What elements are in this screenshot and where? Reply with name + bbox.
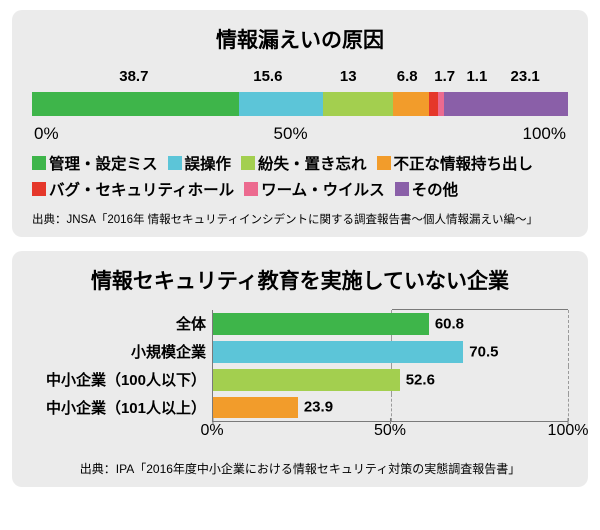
education-axis: 0%50%100%: [212, 422, 568, 450]
legend-swatch: [32, 182, 46, 196]
causes-segment: [323, 92, 393, 116]
education-bar-track: 70.5: [212, 338, 568, 366]
legend-label: その他: [412, 182, 459, 199]
legend-label: バグ・セキュリティホール: [49, 182, 234, 199]
education-bar-fill: [213, 397, 298, 418]
legend-swatch: [244, 182, 258, 196]
gridline: [568, 366, 569, 394]
education-category-label: 中小企業（101人以上）: [32, 397, 212, 418]
education-bar-fill: [213, 369, 400, 391]
education-bar-track: 60.8: [212, 310, 568, 338]
education-bar-row: 全体 60.8: [32, 310, 568, 338]
education-bar-track: 52.6: [212, 366, 568, 394]
gridline: [568, 338, 569, 366]
causes-source: 出典：JNSA「2016年 情報セキュリティインシデントに関する調査報告書～個人…: [32, 211, 568, 227]
legend-swatch: [377, 156, 391, 170]
education-bar-row: 中小企業（100人以下） 52.6: [32, 366, 568, 394]
education-bar-fill: [213, 313, 429, 335]
causes-panel: 情報漏えいの原因 38.7 15.6 13 6.8 1.7 1.1 23.1 0% 50% …: [12, 10, 588, 237]
axis-tick: 0%: [200, 422, 223, 440]
education-bar-row: 小規模企業 70.5: [32, 338, 568, 366]
education-bar-row: 中小企業（101人以上） 23.9: [32, 394, 568, 422]
causes-legend: 管理・設定ミス 誤操作 紛失・置き忘れ 不正な情報持ち出しバグ・セキュリティホール ワー…: [32, 152, 568, 205]
education-bar-value: 70.5: [469, 343, 498, 360]
education-chart: 全体 60.8 小規模企業 70.5 中小企業（100人以下） 52.6 中小企業（101人…: [32, 309, 568, 450]
education-bar-value: 60.8: [435, 315, 464, 332]
causes-axis: 0% 50% 100%: [32, 124, 568, 144]
causes-value-label: 1.1: [466, 68, 487, 85]
causes-segment: [444, 92, 568, 116]
education-category-label: 小規模企業: [32, 341, 212, 362]
legend-swatch: [168, 156, 182, 170]
causes-stacked-bar: [32, 92, 568, 116]
axis-tick: 50%: [374, 422, 406, 440]
education-bar-value: 23.9: [304, 399, 333, 416]
gridline: [391, 394, 392, 421]
axis-mid: 50%: [274, 124, 308, 144]
causes-segment: [429, 92, 438, 116]
legend-label: 紛失・置き忘れ: [258, 156, 367, 173]
legend-item: 誤操作: [168, 152, 232, 178]
gridline: [568, 310, 569, 338]
causes-segment: [239, 92, 323, 116]
education-bar-value: 52.6: [406, 371, 435, 388]
education-panel: 情報セキュリティ教育を実施していない企業 全体 60.8 小規模企業 70.5 中小企業…: [12, 251, 588, 487]
axis-min: 0%: [34, 124, 59, 144]
legend-label: 不正な情報持ち出し: [394, 156, 534, 173]
legend-swatch: [241, 156, 255, 170]
education-bar-fill: [213, 341, 463, 363]
causes-value-label: 15.6: [253, 68, 282, 85]
legend-swatch: [395, 182, 409, 196]
axis-max: 100%: [523, 124, 566, 144]
causes-segment: [32, 92, 239, 116]
causes-value-label: 6.8: [397, 68, 418, 85]
axis-tick: 100%: [548, 422, 589, 440]
legend-item: 紛失・置き忘れ: [241, 152, 367, 178]
education-source: 出典：IPA「2016年度中小企業における情報セキュリティ対策の実態調査報告書」: [32, 460, 568, 477]
education-title: 情報セキュリティ教育を実施していない企業: [32, 265, 568, 295]
causes-value-label: 23.1: [511, 68, 540, 85]
legend-item: その他: [395, 178, 459, 204]
legend-item: ワーム・ウイルス: [244, 178, 385, 204]
legend-item: バグ・セキュリティホール: [32, 178, 234, 204]
legend-label: ワーム・ウイルス: [261, 182, 385, 199]
gridline: [568, 394, 569, 421]
legend-item: 不正な情報持ち出し: [377, 152, 534, 178]
education-category-label: 中小企業（100人以下）: [32, 369, 212, 390]
causes-value-label: 38.7: [119, 68, 148, 85]
legend-swatch: [32, 156, 46, 170]
legend-label: 誤操作: [185, 156, 232, 173]
causes-value-label: 13: [340, 68, 357, 85]
education-category-label: 全体: [32, 313, 212, 334]
causes-value-labels: 38.7 15.6 13 6.8 1.7 1.1 23.1: [32, 68, 568, 90]
causes-value-label: 1.7: [434, 68, 455, 85]
causes-segment: [393, 92, 429, 116]
causes-title: 情報漏えいの原因: [32, 24, 568, 54]
legend-item: 管理・設定ミス: [32, 152, 158, 178]
legend-label: 管理・設定ミス: [49, 156, 158, 173]
